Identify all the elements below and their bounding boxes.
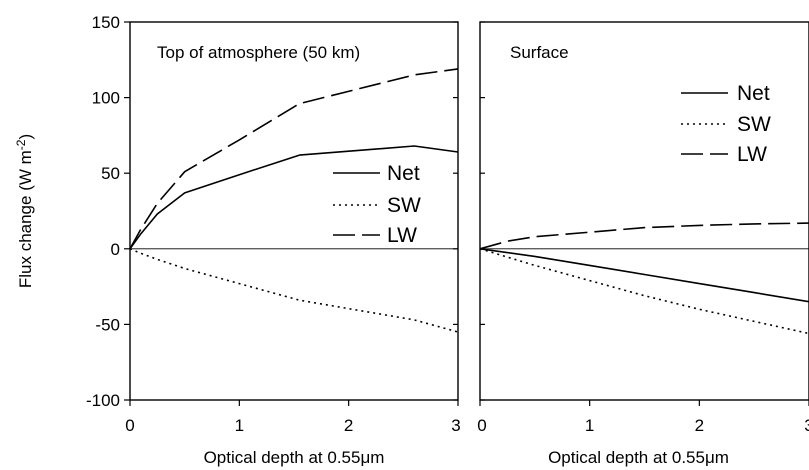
y-tick-label: 50 (101, 164, 120, 183)
series-line-net (479, 248, 809, 303)
series-line-sw (479, 248, 809, 335)
legend-label-sw: SW (387, 194, 421, 217)
x-axis-label: Optical depth at 0.55μm (548, 448, 729, 467)
series-line-sw (129, 248, 459, 333)
x-tick-label: 3 (804, 416, 809, 435)
chart-panel-top-of-atmosphere: -100 -50 0 50 100 150 0 1 2 3 Optical depth at 0.5… (86, 13, 461, 467)
series-line-lw (129, 68, 459, 250)
x-tick-label: 2 (695, 416, 704, 435)
legend-label-net: Net (387, 162, 420, 185)
panel-title: Top of atmosphere (50 km) (157, 43, 360, 62)
y-tick-label: 100 (92, 89, 120, 108)
y-axis-label: Flux change (W m-2) (14, 134, 35, 288)
x-tick-label: 1 (585, 416, 594, 435)
chart-panel-surface: 0 1 2 3 Optical depth at 0.55μm Surface Net SW L… (477, 21, 809, 467)
y-tick-label: 0 (111, 240, 120, 259)
x-tick-label: 0 (477, 416, 486, 435)
legend-label-lw: LW (387, 224, 417, 247)
plot-frame (129, 21, 459, 401)
y-tick-label: -50 (95, 315, 120, 334)
x-tick-label: 2 (344, 416, 353, 435)
legend-label-net: Net (737, 82, 770, 105)
x-tick-label: 3 (451, 416, 460, 435)
x-axis-label: Optical depth at 0.55μm (204, 448, 385, 467)
panel-title: Surface (510, 43, 569, 62)
legend-label-sw: SW (737, 113, 771, 136)
y-tick-label: 150 (92, 13, 120, 32)
series-line-net (129, 145, 459, 250)
series-line-lw (479, 222, 809, 250)
x-tick-label: 0 (125, 416, 134, 435)
legend-label-lw: LW (737, 143, 767, 166)
x-tick-label: 1 (235, 416, 244, 435)
plot-frame (479, 21, 809, 401)
y-tick-label: -100 (86, 391, 120, 410)
